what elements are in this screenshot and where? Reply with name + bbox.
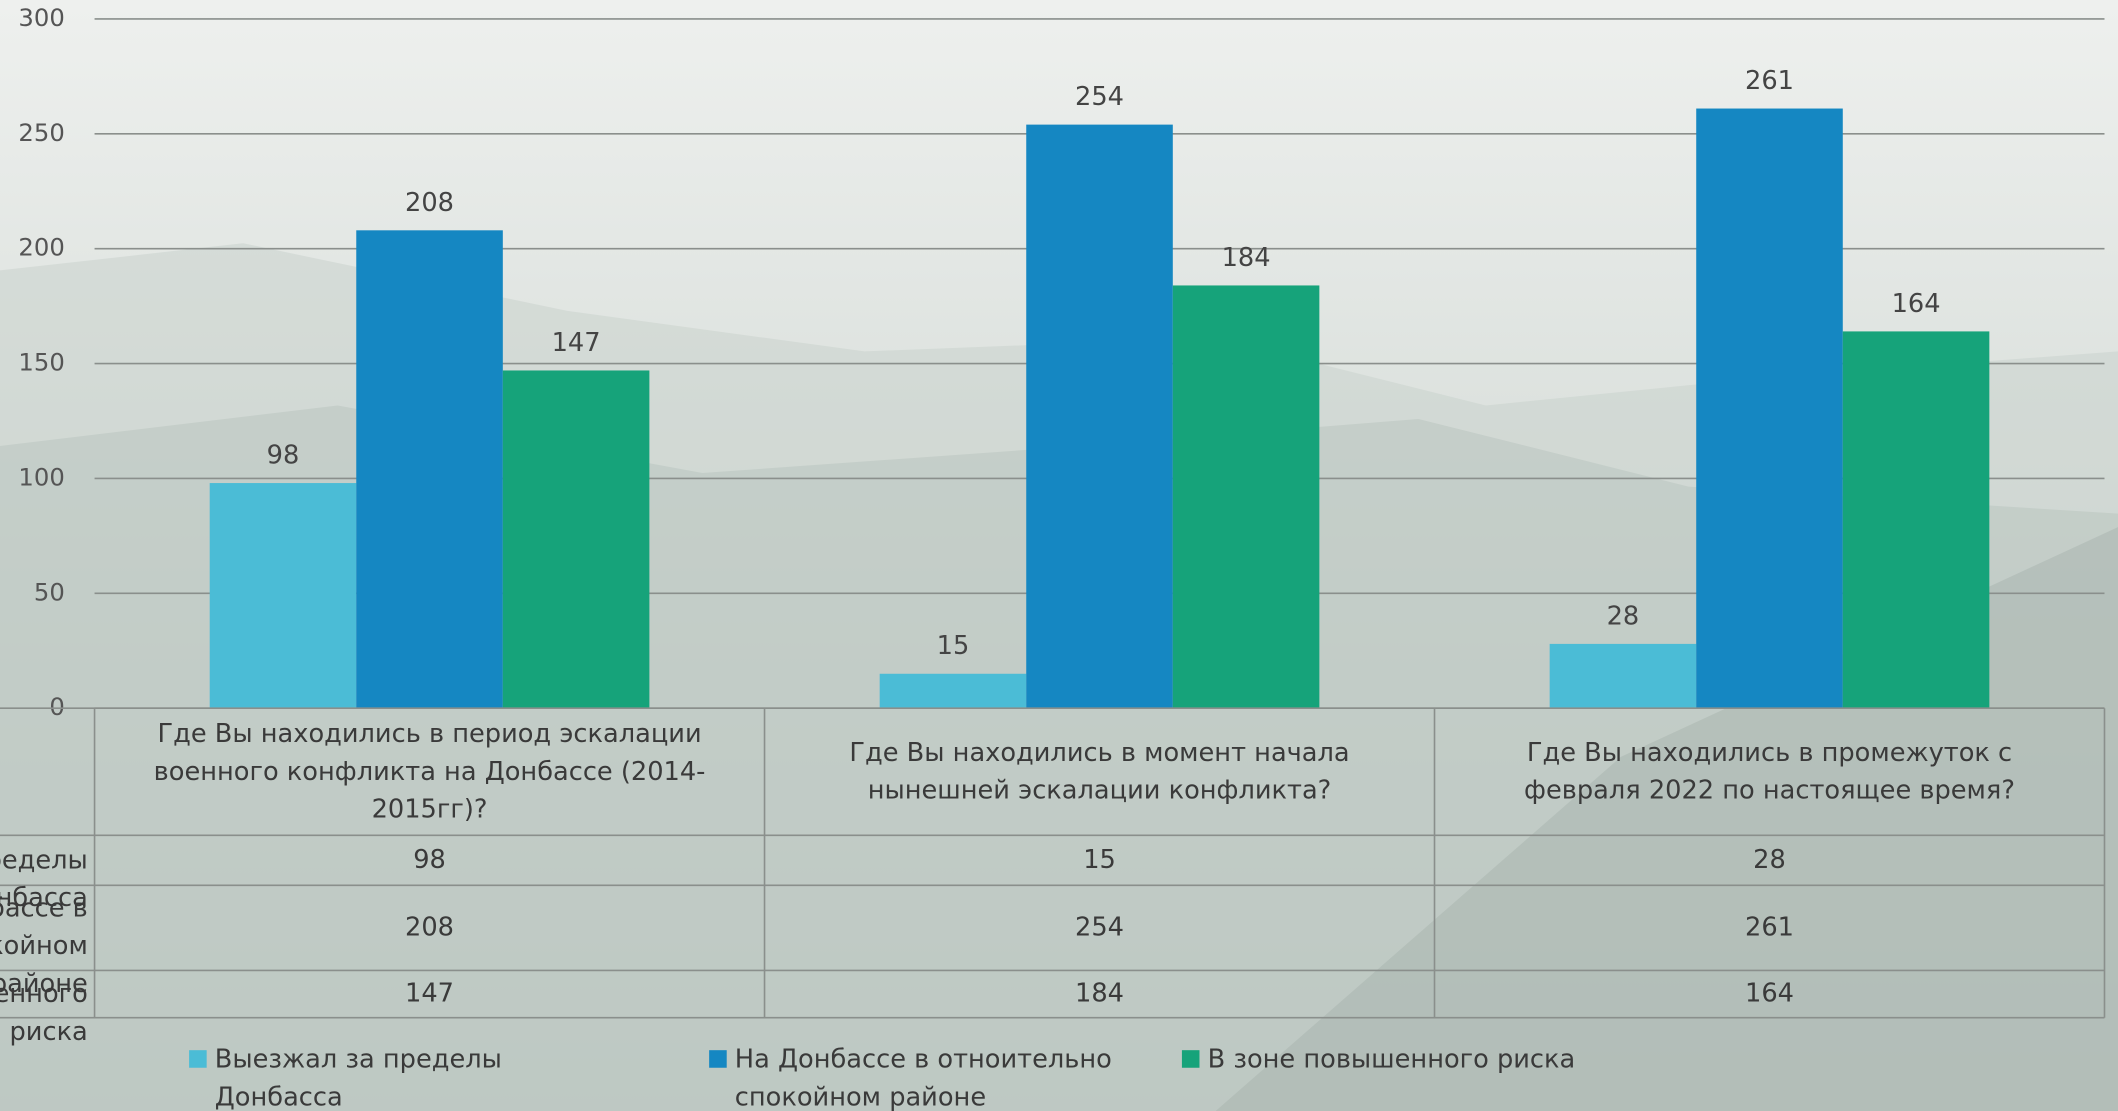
bar: [1172, 285, 1320, 709]
bar: [1696, 108, 1843, 709]
category-label: Где Вы находились в промежуток с февраля …: [1524, 737, 2015, 805]
value-label: 184: [1222, 243, 1271, 273]
legend-swatch: [189, 1050, 207, 1068]
legend-label: Выезжал за пределы Донбасса: [215, 1044, 502, 1111]
value-label: 15: [937, 631, 970, 661]
legend-swatch: [1181, 1050, 1200, 1068]
category-label: Где Вы находились в период эскалации воен…: [154, 718, 706, 824]
bar: [879, 673, 1027, 709]
y-tick-label: 0: [49, 692, 64, 721]
value-label: 98: [267, 441, 300, 471]
y-tick-label: 250: [18, 118, 64, 147]
table-cell: 254: [1075, 912, 1124, 942]
table-cell: 184: [1075, 979, 1124, 1009]
y-tick-label: 200: [18, 233, 64, 262]
y-tick-label: 50: [34, 577, 65, 606]
table-cell: 261: [1745, 912, 1794, 942]
legend-label: В зоне повышенного риска: [1208, 1044, 1576, 1074]
y-tick-label: 150: [18, 348, 64, 377]
legend-swatch: [709, 1050, 727, 1068]
y-tick-label: 100: [18, 462, 64, 491]
table-cell: 15: [1083, 845, 1116, 875]
table-cell: 28: [1753, 845, 1786, 875]
table-cell: 147: [405, 979, 454, 1009]
bar: [1026, 124, 1173, 709]
table-cell: 164: [1745, 979, 1794, 1009]
value-label: 164: [1892, 289, 1941, 319]
category-label: Где Вы находились в момент начала нынешне…: [849, 737, 1349, 805]
value-label: 254: [1075, 82, 1124, 112]
bar: [1549, 643, 1697, 709]
value-label: 261: [1745, 66, 1794, 96]
bar: [502, 370, 650, 709]
y-tick-label: 300: [18, 3, 64, 32]
value-label: 208: [405, 188, 454, 218]
table-cell: 208: [405, 912, 454, 942]
value-label: 28: [1607, 601, 1640, 631]
bar: [1842, 331, 1990, 709]
bar: [209, 483, 357, 709]
table-cell: 98: [413, 845, 446, 875]
legend-label: На Донбассе в отноительно спокойном район…: [735, 1044, 1112, 1111]
value-label: 147: [552, 328, 601, 358]
bar: [356, 230, 503, 709]
